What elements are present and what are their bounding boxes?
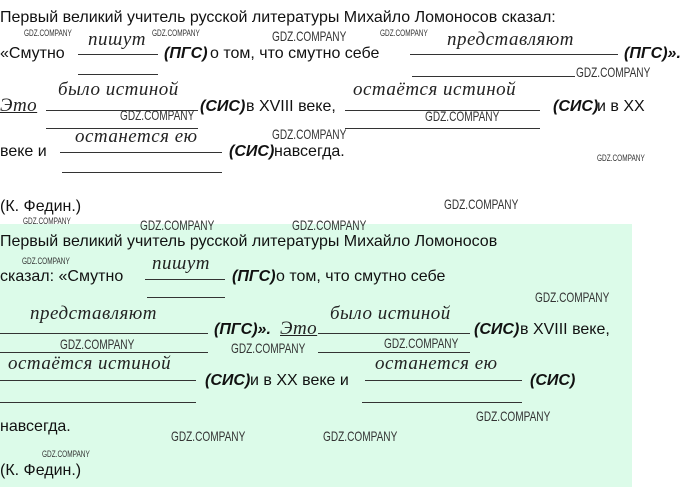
text: о том, что смутно себе (210, 45, 380, 62)
watermark: GDZ.COMPANY (272, 28, 347, 44)
fraction-line (345, 110, 540, 111)
answer-word: останется ею (75, 126, 198, 147)
text: сказал: «Смутно (0, 268, 124, 285)
watermark: GDZ.COMPANY (576, 64, 651, 80)
blank-line (362, 402, 522, 403)
author: (К. Федин.) (0, 198, 82, 215)
analysis-tag: (СИС) (205, 372, 251, 389)
answer-word: было истиной (330, 303, 451, 324)
fraction-line (410, 54, 618, 55)
text: Первый великий учитель русской литератур… (0, 9, 556, 26)
watermark: GDZ.COMPANY (231, 340, 306, 356)
watermark: GDZ.COMPANY (152, 28, 200, 38)
fraction-line (78, 54, 158, 55)
watermark: GDZ.COMPANY (597, 153, 645, 163)
analysis-tag: (ПГС)». (214, 321, 271, 338)
fraction-line (46, 110, 198, 111)
fraction-line (318, 333, 470, 334)
watermark: GDZ.COMPANY (24, 28, 72, 38)
answer-word: представляют (447, 29, 574, 50)
text: «Смутно (0, 45, 65, 62)
fraction-line (145, 279, 225, 280)
answer-word: останется ею (375, 353, 498, 374)
blank-line (46, 128, 198, 129)
subject-word: Это (280, 318, 318, 339)
analysis-tag: (СИС) (553, 98, 599, 115)
fraction-line (0, 380, 196, 381)
blank-line (0, 402, 196, 403)
analysis-tag: (СИС) (474, 321, 520, 338)
answer-word: было истиной (58, 79, 179, 100)
analysis-tag: (ПГС) (232, 268, 276, 285)
answer-word: остаётся истиной (8, 353, 172, 374)
blank-line (0, 352, 208, 353)
text: навсегда. (0, 418, 71, 435)
watermark: GDZ.COMPANY (380, 28, 428, 38)
watermark: GDZ.COMPANY (292, 217, 367, 233)
text: навсегда. (274, 143, 345, 160)
blank-line (318, 352, 470, 353)
watermark: GDZ.COMPANY (60, 336, 135, 352)
text: о том, что смутно себе (276, 268, 446, 285)
answer-word: остаётся истиной (353, 79, 517, 100)
answer-word: пишут (152, 253, 210, 274)
text: веке и (0, 143, 47, 160)
blank-line (412, 76, 575, 77)
text: и в XX веке и (250, 372, 349, 389)
analysis-tag: (СИС) (200, 98, 246, 115)
blank-line (345, 128, 540, 129)
author: (К. Федин.) (0, 462, 82, 479)
answer-word: пишут (88, 29, 146, 50)
watermark: GDZ.COMPANY (272, 126, 347, 142)
text: и в XX (597, 98, 645, 115)
subject-word: Это (0, 95, 38, 116)
text: Первый великий учитель русской литератур… (0, 233, 498, 250)
watermark: GDZ.COMPANY (476, 408, 551, 424)
text: в XVIII веке, (246, 98, 336, 115)
blank-line (78, 74, 158, 75)
watermark: GDZ.COMPANY (171, 428, 246, 444)
watermark: GDZ.COMPANY (42, 449, 90, 459)
watermark: GDZ.COMPANY (384, 335, 459, 351)
watermark: GDZ.COMPANY (323, 428, 398, 444)
watermark: GDZ.COMPANY (140, 217, 215, 233)
answer-panel (0, 224, 632, 487)
analysis-tag: (ПГС) (164, 45, 208, 62)
watermark: GDZ.COMPANY (22, 256, 70, 266)
blank-line (147, 297, 225, 298)
fraction-line (60, 152, 222, 153)
analysis-tag: (ПГС)». (624, 45, 680, 62)
fraction-line (365, 380, 522, 381)
watermark: GDZ.COMPANY (444, 196, 519, 212)
watermark: GDZ.COMPANY (425, 108, 500, 124)
watermark: GDZ.COMPANY (120, 107, 195, 123)
text: в XVIII веке, (520, 321, 610, 338)
analysis-tag: (СИС) (229, 143, 275, 160)
blank-line (62, 172, 222, 173)
watermark: GDZ.COMPANY (23, 216, 71, 226)
answer-word: представляют (30, 303, 157, 324)
fraction-line (0, 333, 208, 334)
watermark: GDZ.COMPANY (535, 289, 610, 305)
analysis-tag: (СИС) (530, 372, 576, 389)
